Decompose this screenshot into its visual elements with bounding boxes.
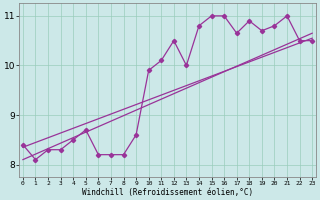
- X-axis label: Windchill (Refroidissement éolien,°C): Windchill (Refroidissement éolien,°C): [82, 188, 253, 197]
